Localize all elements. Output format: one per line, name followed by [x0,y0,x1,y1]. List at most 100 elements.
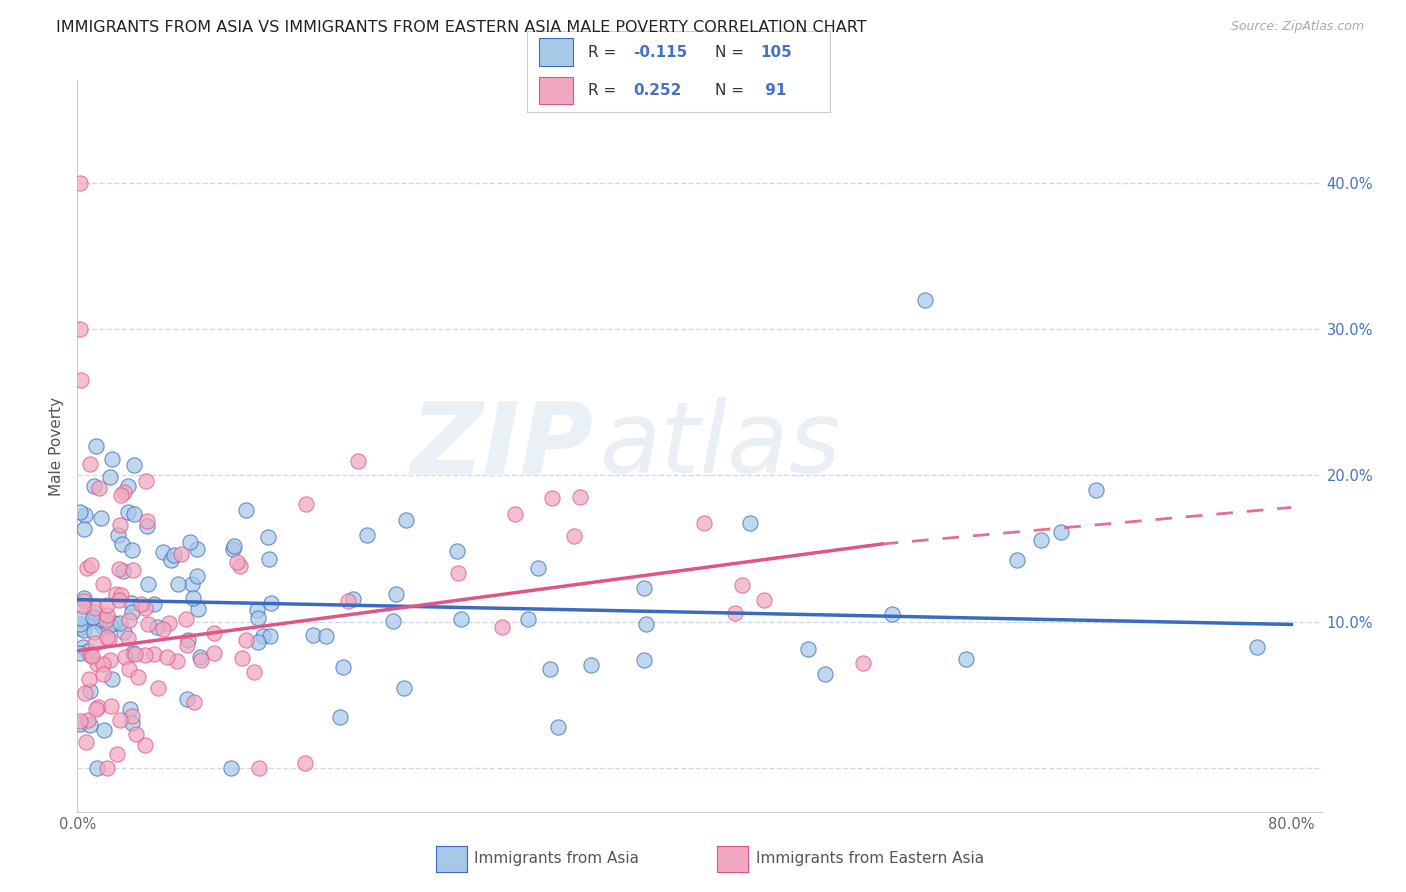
Point [633,653,655,667]
Point [76,561,98,575]
Point [176,633,198,648]
Point [157,615,180,630]
Point [527,561,550,575]
Point [257,551,280,566]
Point [108,562,131,576]
Point [257,530,280,544]
Point [247,761,270,775]
Point [98,617,121,632]
Point [69,716,91,731]
FancyBboxPatch shape [540,38,572,66]
Point [91,620,114,634]
Point [108,713,131,727]
Point [446,544,468,558]
Point [91,657,114,671]
Point [381,614,404,628]
Point [174,612,197,626]
Point [121,709,143,723]
Point [90,612,112,626]
Point [100,672,122,686]
Point [225,555,247,569]
Text: 105: 105 [761,45,792,60]
FancyBboxPatch shape [540,77,572,104]
Point [83,479,105,493]
Point [134,600,156,615]
Point [121,605,143,619]
Point [108,518,131,533]
Point [181,577,204,591]
Point [87,699,110,714]
Point [731,577,754,591]
Point [222,540,245,554]
Point [118,613,141,627]
Point [231,650,253,665]
Point [235,503,257,517]
Point [72,594,94,608]
Point [693,516,716,530]
Point [163,548,186,562]
Point [447,566,470,581]
Point [202,626,225,640]
Point [76,713,98,727]
Point [315,629,337,643]
Point [72,640,94,655]
Text: R =: R = [588,45,621,60]
Point [138,616,160,631]
Point [90,510,112,524]
Point [179,535,201,549]
Point [69,622,91,636]
Point [814,666,837,681]
Point [337,594,360,608]
Point [562,529,585,543]
Point [72,599,94,613]
Point [516,612,538,626]
Point [114,650,136,665]
Point [86,761,108,775]
Point [73,623,96,637]
Point [134,738,156,752]
Point [392,681,415,695]
Text: IMMIGRANTS FROM ASIA VS IMMIGRANTS FROM EASTERN ASIA MALE POVERTY CORRELATION CH: IMMIGRANTS FROM ASIA VS IMMIGRANTS FROM … [56,20,868,35]
Point [118,663,141,677]
Point [117,505,139,519]
Point [568,490,591,504]
Point [112,625,135,640]
Text: Immigrants from Asia: Immigrants from Asia [474,852,638,866]
Point [222,542,245,557]
Point [100,653,122,667]
Point [329,710,352,724]
Point [84,701,107,715]
Point [190,653,212,667]
Point [246,611,269,625]
Point [146,620,169,634]
Point [880,607,903,621]
Point [450,612,472,626]
Point [503,507,526,521]
Point [75,685,97,699]
Point [98,469,121,483]
Point [100,698,122,713]
Point [491,620,513,634]
Point [202,646,225,660]
Point [124,648,146,662]
Text: 0.252: 0.252 [633,83,682,98]
Point [98,632,121,646]
Point [80,648,103,663]
Point [547,720,569,734]
Point [70,373,93,387]
Point [96,598,118,612]
Point [79,457,101,471]
Point [160,553,183,567]
Point [103,615,125,630]
Point [146,681,169,695]
Point [235,632,257,647]
Point [69,610,91,624]
Point [187,602,209,616]
Point [83,625,105,640]
Y-axis label: Male Poverty: Male Poverty [49,396,65,496]
Point [142,597,165,611]
Point [112,564,135,578]
Point [93,666,115,681]
Point [541,491,564,505]
Point [166,654,188,668]
